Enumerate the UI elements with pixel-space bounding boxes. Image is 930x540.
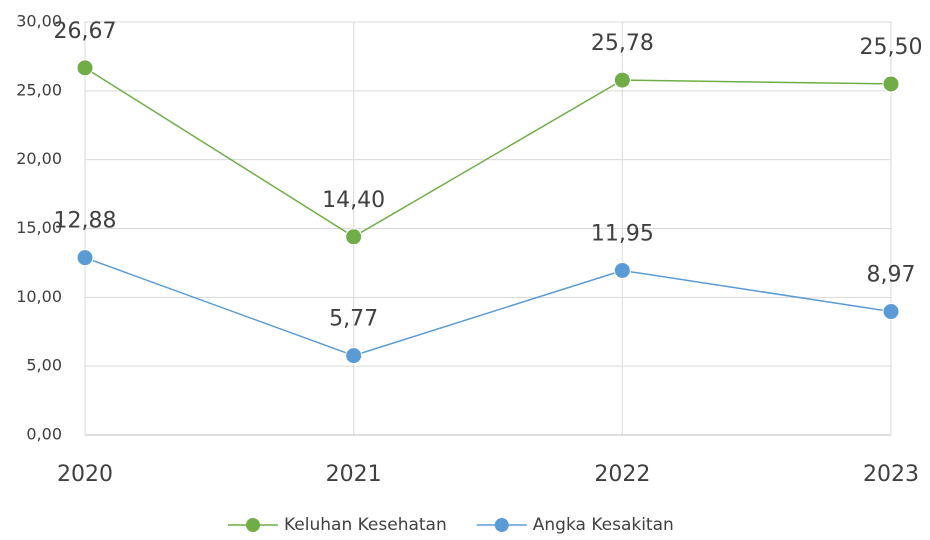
data-label: 26,67 bbox=[54, 19, 117, 44]
y-tick-label: 0,00 bbox=[26, 425, 62, 444]
data-point bbox=[345, 347, 363, 365]
data-label: 8,97 bbox=[867, 263, 916, 288]
x-tick-label: 2020 bbox=[57, 462, 113, 487]
data-point bbox=[345, 228, 363, 246]
data-point bbox=[882, 75, 900, 93]
series-line bbox=[84, 256, 892, 357]
y-tick-label: 5,00 bbox=[26, 356, 62, 375]
data-label: 12,88 bbox=[54, 209, 117, 234]
data-point bbox=[613, 71, 631, 89]
data-label: 25,50 bbox=[860, 35, 923, 60]
data-label: 14,40 bbox=[322, 188, 385, 213]
legend-marker bbox=[246, 518, 260, 532]
legend-marker bbox=[494, 518, 509, 532]
x-tick-label: 2021 bbox=[326, 462, 382, 487]
data-label: 5,77 bbox=[329, 307, 378, 332]
y-tick-label: 25,00 bbox=[16, 80, 62, 99]
series-line bbox=[84, 67, 892, 238]
data-label: 11,95 bbox=[591, 221, 654, 246]
data-point bbox=[882, 303, 900, 321]
x-tick-label: 2022 bbox=[594, 462, 650, 487]
legend-label: Keluhan Kesehatan bbox=[284, 515, 447, 535]
data-label: 25,78 bbox=[591, 31, 654, 56]
data-point bbox=[613, 261, 631, 279]
x-tick-label: 2023 bbox=[863, 462, 919, 487]
data-point bbox=[76, 59, 94, 77]
y-tick-label: 10,00 bbox=[16, 287, 62, 306]
y-tick-label: 15,00 bbox=[16, 218, 62, 237]
data-point bbox=[76, 249, 94, 267]
legend-label: Angka Kesakitan bbox=[533, 515, 674, 535]
y-tick-label: 20,00 bbox=[16, 149, 62, 168]
y-tick-label: 30,00 bbox=[16, 12, 62, 31]
